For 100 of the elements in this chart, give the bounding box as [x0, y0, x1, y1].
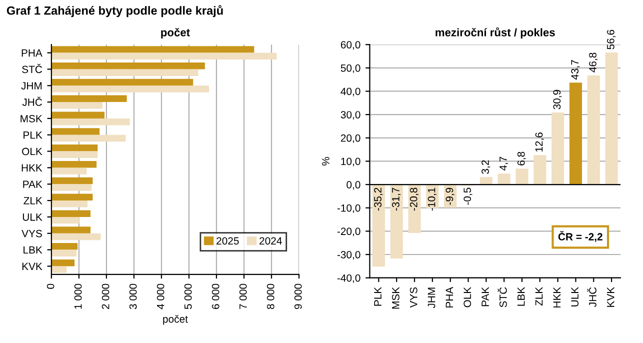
- bar: [51, 200, 88, 208]
- y-tick-label: ZLK: [24, 197, 42, 204]
- x-tick-label: 0: [46, 284, 54, 289]
- bar: [51, 151, 98, 158]
- annotation: ČR = -2,2: [558, 230, 602, 242]
- y-tick-label: 30,0: [340, 111, 360, 120]
- y-tick-label: 60,0: [340, 41, 360, 50]
- x-tick-label: VYS: [410, 287, 418, 308]
- data-label: -35,2: [374, 188, 383, 211]
- y-tick-label: PLK: [24, 131, 42, 139]
- x-tick-label: STČ: [498, 287, 507, 308]
- x-tick-label: KVK: [607, 286, 614, 307]
- bar: [51, 250, 76, 257]
- bar: [552, 112, 564, 185]
- x-tick-label: 7 000: [239, 284, 247, 309]
- x-tick-label: MSK: [392, 286, 400, 309]
- bar: [51, 62, 205, 70]
- data-label: 43,7: [571, 60, 580, 80]
- bar: [51, 168, 87, 174]
- x-tick-label: PHA: [446, 286, 454, 308]
- y-tick-label: -30,0: [337, 251, 360, 260]
- bar: [569, 82, 582, 185]
- bar: [51, 134, 126, 142]
- x-tick-label: 8 000: [266, 284, 274, 310]
- bar: [390, 184, 403, 258]
- bar: [51, 216, 80, 224]
- x-tick-label: 2 000: [102, 284, 110, 309]
- data-label: 4,7: [500, 156, 508, 171]
- bar: [51, 95, 127, 102]
- x-tick-label: 4 000: [156, 284, 164, 310]
- y-tick-label: VYS: [22, 230, 42, 238]
- x-tick-label: 6 000: [212, 284, 220, 309]
- bar: [51, 266, 67, 273]
- bar: [51, 243, 78, 250]
- data-label: 46,8: [589, 52, 598, 72]
- bar: [605, 52, 618, 185]
- data-label: 30,9: [553, 90, 562, 110]
- x-tick-label: JHM: [428, 288, 436, 308]
- bar: [51, 144, 98, 152]
- y-tick-label: 50,0: [340, 64, 360, 74]
- bar: [498, 174, 510, 185]
- bar: [51, 46, 254, 53]
- data-label: 6,8: [517, 152, 526, 166]
- chart-subtitle: počet: [161, 28, 190, 39]
- x-tick-label: LBK: [518, 286, 525, 306]
- y-tick-label: PHA: [22, 49, 42, 57]
- data-label: -0,5: [464, 188, 472, 205]
- x-tick-label: PAK: [482, 286, 489, 306]
- bar: [408, 184, 421, 234]
- bar: [587, 75, 600, 185]
- x-tick-label: ULK: [571, 286, 579, 306]
- y-tick-label: PAK: [23, 180, 42, 188]
- data-label: -10,1: [428, 188, 436, 211]
- legend-label: 2024: [260, 237, 282, 245]
- data-label: -9,9: [446, 188, 454, 205]
- data-label: 12,6: [535, 132, 544, 152]
- bar: [51, 102, 103, 109]
- bar: [534, 155, 546, 185]
- y-tick-label: ULK: [22, 214, 42, 221]
- data-label: -20,8: [410, 188, 419, 211]
- chart-title: Graf 1 Zahájené byty podle podle krajů: [6, 5, 223, 18]
- y-tick-label: MSK: [20, 114, 42, 122]
- x-tick-label: 9 000: [294, 284, 302, 310]
- x-tick-label: HKK: [553, 286, 560, 308]
- y-tick-label: 40,0: [340, 88, 360, 96]
- bar: [51, 52, 277, 60]
- bar: [51, 184, 92, 191]
- y-tick-label: KVK: [22, 262, 42, 270]
- bar: [51, 86, 210, 92]
- y-tick-label: OLK: [22, 148, 42, 156]
- bar: [51, 69, 198, 76]
- bar: [51, 118, 130, 126]
- y-tick-label: LBK: [24, 246, 42, 254]
- y-tick-label: 10,0: [341, 158, 360, 166]
- y-tick-label: -20,0: [337, 228, 360, 236]
- y-tick-label: STČ: [22, 64, 42, 74]
- y-axis-title: %: [322, 156, 330, 166]
- bar: [51, 259, 75, 266]
- legend-label: 2025: [216, 237, 239, 245]
- x-tick-label: 3 000: [129, 284, 137, 310]
- x-tick-label: JHČ: [587, 287, 596, 307]
- bar: [51, 160, 97, 168]
- y-tick-label: -10,0: [337, 204, 360, 213]
- y-tick-label: HKK: [22, 164, 42, 172]
- bar: [516, 168, 528, 185]
- bar: [51, 128, 100, 135]
- chart-title: meziroční růst / pokles: [436, 27, 555, 39]
- y-tick-label: JHM: [21, 82, 42, 90]
- data-label: 56,6: [606, 30, 616, 50]
- bar: [51, 78, 194, 86]
- data-label: -31,7: [392, 188, 401, 211]
- y-tick-label: 0,0: [346, 181, 360, 190]
- bar: [51, 177, 93, 184]
- y-tick-label: 20,0: [340, 134, 360, 143]
- x-tick-label: ZLK: [535, 286, 543, 306]
- x-tick-label: 1 000: [74, 284, 82, 309]
- bar: [51, 194, 93, 201]
- bar: [51, 233, 101, 240]
- x-tick-label: PLK: [374, 286, 382, 306]
- x-tick-label: 5 000: [184, 284, 192, 310]
